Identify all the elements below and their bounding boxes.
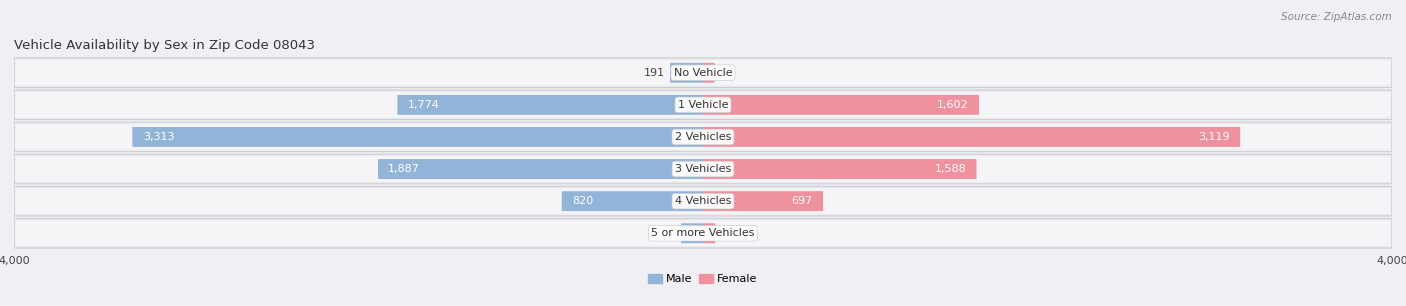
- Text: 1,602: 1,602: [936, 100, 969, 110]
- FancyBboxPatch shape: [681, 223, 703, 243]
- Legend: Male, Female: Male, Female: [644, 269, 762, 289]
- FancyBboxPatch shape: [703, 63, 714, 83]
- FancyBboxPatch shape: [15, 92, 1391, 118]
- FancyBboxPatch shape: [703, 159, 977, 179]
- Text: 70: 70: [720, 228, 734, 238]
- FancyBboxPatch shape: [15, 60, 1391, 86]
- FancyBboxPatch shape: [703, 127, 1240, 147]
- FancyBboxPatch shape: [15, 156, 1391, 182]
- FancyBboxPatch shape: [14, 122, 1392, 152]
- Text: 5 or more Vehicles: 5 or more Vehicles: [651, 228, 755, 238]
- FancyBboxPatch shape: [132, 127, 703, 147]
- Text: 1,774: 1,774: [408, 100, 440, 110]
- FancyBboxPatch shape: [14, 90, 1392, 120]
- FancyBboxPatch shape: [378, 159, 703, 179]
- FancyBboxPatch shape: [15, 124, 1391, 150]
- FancyBboxPatch shape: [562, 191, 703, 211]
- Text: Source: ZipAtlas.com: Source: ZipAtlas.com: [1281, 12, 1392, 22]
- Text: 67: 67: [720, 68, 734, 78]
- Text: 191: 191: [644, 68, 665, 78]
- FancyBboxPatch shape: [14, 58, 1392, 88]
- FancyBboxPatch shape: [398, 95, 703, 115]
- Text: 3,313: 3,313: [143, 132, 174, 142]
- FancyBboxPatch shape: [15, 188, 1391, 214]
- FancyBboxPatch shape: [15, 220, 1391, 246]
- FancyBboxPatch shape: [14, 154, 1392, 184]
- FancyBboxPatch shape: [703, 223, 716, 243]
- FancyBboxPatch shape: [14, 186, 1392, 216]
- Text: 127: 127: [655, 228, 676, 238]
- Text: 697: 697: [792, 196, 813, 206]
- Text: 3,119: 3,119: [1198, 132, 1230, 142]
- Text: 820: 820: [572, 196, 593, 206]
- Text: 3 Vehicles: 3 Vehicles: [675, 164, 731, 174]
- FancyBboxPatch shape: [14, 218, 1392, 248]
- Text: 1,887: 1,887: [388, 164, 420, 174]
- Text: 1 Vehicle: 1 Vehicle: [678, 100, 728, 110]
- Text: Vehicle Availability by Sex in Zip Code 08043: Vehicle Availability by Sex in Zip Code …: [14, 39, 315, 52]
- FancyBboxPatch shape: [671, 63, 703, 83]
- FancyBboxPatch shape: [703, 95, 979, 115]
- Text: 4 Vehicles: 4 Vehicles: [675, 196, 731, 206]
- Text: 1,588: 1,588: [935, 164, 966, 174]
- Text: 2 Vehicles: 2 Vehicles: [675, 132, 731, 142]
- FancyBboxPatch shape: [703, 191, 823, 211]
- Text: No Vehicle: No Vehicle: [673, 68, 733, 78]
